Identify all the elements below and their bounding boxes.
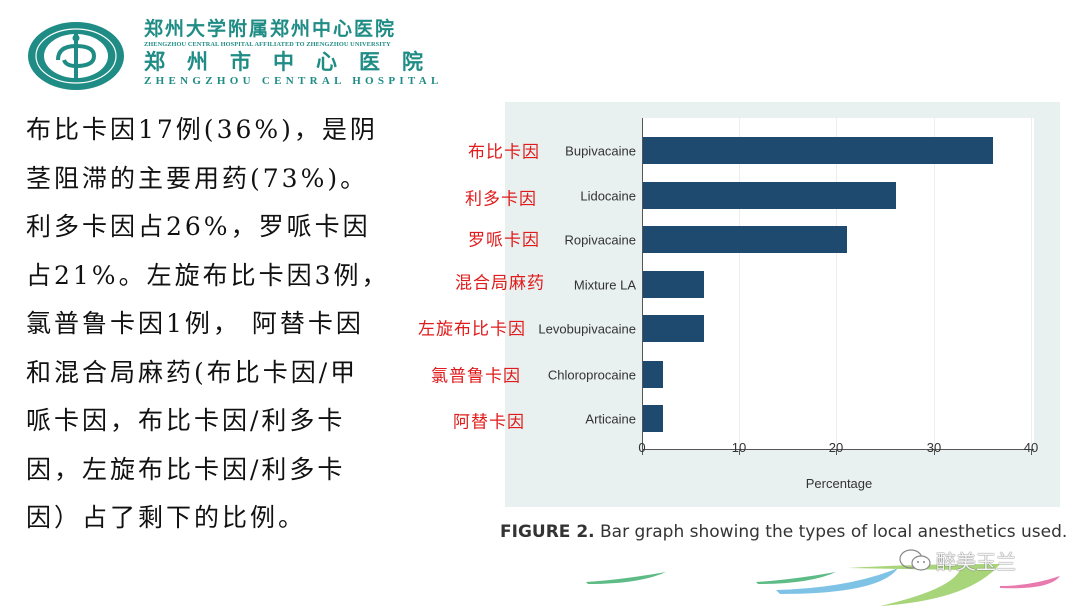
- category-label: Levobupivacaine: [538, 321, 636, 337]
- cn-annotation: 氯普鲁卡因: [431, 366, 521, 387]
- cn-annotation: 布比卡因: [468, 142, 540, 163]
- y-axis: [642, 118, 643, 450]
- wechat-icon: [898, 548, 934, 578]
- bar-mixture-la: [643, 271, 705, 298]
- cn-annotation: 混合局麻药: [455, 273, 545, 294]
- x-axis: [642, 449, 1034, 450]
- gridline: [739, 118, 740, 450]
- body-line: 因，左旋布比卡因/利多卡: [26, 454, 346, 484]
- hospital-logo-icon: [26, 20, 126, 92]
- figure-caption: FIGURE 2. Bar graph showing the types of…: [500, 522, 1067, 542]
- x-tick-label: 10: [731, 440, 747, 455]
- watermark-text: 醉美玉兰: [936, 550, 1016, 574]
- x-tick: [642, 450, 643, 455]
- header-title-cn-1: 郑州大学附属郑州中心医院: [144, 18, 397, 40]
- cn-annotation: 阿替卡因: [453, 412, 525, 433]
- x-tick: [739, 450, 740, 455]
- body-paragraph: 布比卡因17例(36%)，是阴 茎阻滞的主要用药(73%)。 利多卡因占26%，…: [26, 106, 406, 543]
- category-label: Chloroprocaine: [547, 367, 636, 383]
- x-tick-label: 20: [828, 440, 844, 455]
- decorative-swoosh-icon: [580, 560, 1080, 612]
- x-axis-label: Percentage: [805, 476, 873, 491]
- body-line: 因）占了剩下的比例。: [26, 503, 307, 532]
- body-line: 茎阻滞的主要用药(73%)。: [26, 163, 369, 193]
- bar-chart-figure: 0 10 20 30 40 Percentage Bupivacaine Lid…: [505, 102, 1060, 507]
- caption-text: Bar graph showing the types of local ane…: [594, 522, 1068, 542]
- bar-articaine: [643, 405, 664, 432]
- category-label: Mixture LA: [573, 277, 636, 293]
- hospital-header: 郑州大学附属郑州中心医院 ZHENGZHOU CENTRAL HOSPITAL …: [144, 18, 464, 88]
- category-label: Bupivacaine: [565, 143, 636, 159]
- cn-annotation: 左旋布比卡因: [418, 319, 526, 340]
- x-tick-label: 40: [1023, 440, 1039, 455]
- x-tick-label: 0: [638, 440, 646, 455]
- gridline: [1031, 118, 1032, 450]
- category-label: Lidocaine: [580, 188, 636, 204]
- body-line: 哌卡因，布比卡因/利多卡: [26, 406, 346, 435]
- body-line: 布比卡因17例(36%)，是阴: [26, 115, 378, 144]
- header-title-cn-2: 郑州市中心医院: [144, 50, 445, 74]
- x-tick: [836, 450, 837, 455]
- category-label: Articaine: [585, 411, 636, 427]
- x-tick: [1031, 450, 1032, 455]
- cn-annotation: 罗哌卡因: [468, 230, 540, 251]
- body-line: 占21%。左旋布比卡因3例，: [26, 260, 390, 290]
- header-title-en-2: ZHENGZHOU CENTRAL HOSPITAL: [144, 75, 443, 87]
- bar-chloroprocaine: [643, 361, 664, 388]
- bar-ropivacaine: [643, 226, 848, 253]
- bar-levobupivacaine: [643, 315, 705, 342]
- bar-lidocaine: [643, 182, 896, 209]
- x-tick-label: 30: [926, 440, 942, 455]
- gridline: [934, 118, 935, 450]
- category-label: Ropivacaine: [564, 232, 636, 248]
- x-tick: [934, 450, 935, 455]
- bar-bupivacaine: [643, 137, 994, 164]
- cn-annotation: 利多卡因: [465, 189, 537, 210]
- body-line: 利多卡因占26%，罗哌卡因: [26, 212, 371, 241]
- plot-area: [642, 118, 1034, 455]
- header-title-en-1: ZHENGZHOU CENTRAL HOSPITAL AFFILIATED TO…: [144, 41, 391, 48]
- body-line: 氯普鲁卡因1例， 阿替卡因: [26, 309, 364, 338]
- body-line: 和混合局麻药(布比卡因/甲: [26, 357, 359, 387]
- gridline: [836, 118, 837, 450]
- caption-label: FIGURE 2.: [500, 522, 595, 542]
